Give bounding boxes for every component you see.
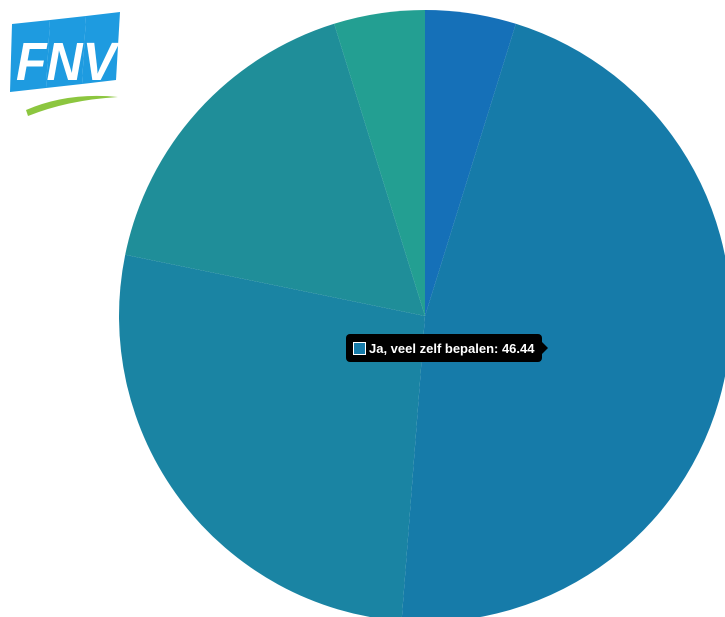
- logo-panel-n: [46, 16, 86, 88]
- pie-slice-2[interactable]: [401, 23, 725, 617]
- chart-tooltip: Ja, veel zelf bepalen: 46.44: [346, 334, 549, 362]
- tooltip-text: Ja, veel zelf bepalen: 46.44: [369, 340, 535, 356]
- pie-slice-5[interactable]: [334, 10, 425, 316]
- logo-panel-f: [10, 20, 50, 92]
- logo-text: FNV: [16, 32, 120, 92]
- logo-panel-v: [82, 12, 120, 84]
- pie-slice-3[interactable]: [119, 254, 425, 617]
- logo-swoosh: [26, 95, 118, 116]
- pie-slice-4[interactable]: [125, 23, 425, 317]
- tooltip-color-swatch: [353, 341, 366, 355]
- fnv-logo: FNV: [10, 12, 120, 116]
- pie-slice-1[interactable]: [425, 10, 516, 316]
